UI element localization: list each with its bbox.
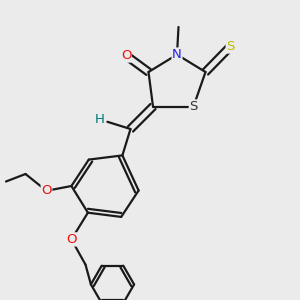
- Text: S: S: [189, 100, 198, 113]
- Text: S: S: [226, 40, 235, 53]
- Text: N: N: [172, 48, 182, 61]
- Text: H: H: [95, 113, 105, 126]
- Text: O: O: [66, 233, 77, 246]
- Text: O: O: [41, 184, 52, 197]
- Text: O: O: [121, 49, 131, 62]
